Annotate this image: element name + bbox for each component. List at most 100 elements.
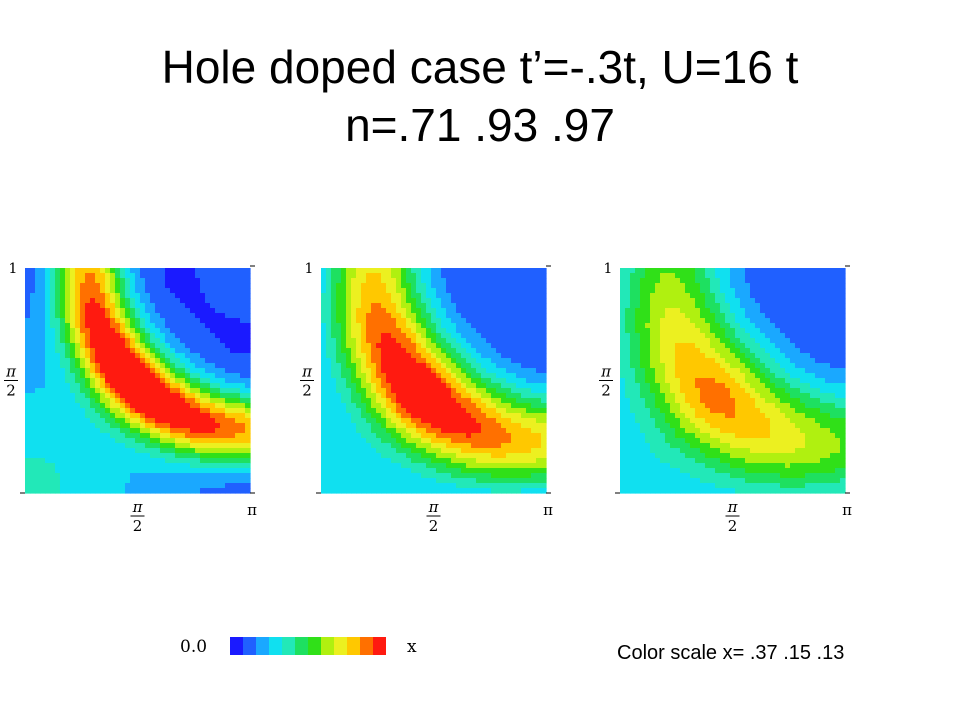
heatmap-cell — [140, 323, 146, 329]
heatmap-cell — [496, 288, 502, 294]
heatmap-cell — [670, 438, 676, 444]
heatmap-cell — [140, 313, 146, 319]
heatmap-cell — [451, 413, 457, 419]
heatmap-cell — [366, 393, 372, 399]
heatmap-cell — [411, 323, 417, 329]
heatmap-cell — [466, 323, 472, 329]
heatmap-cell — [155, 423, 161, 429]
heatmap-cell — [456, 413, 462, 419]
heatmap-cell — [456, 433, 462, 439]
heatmap-cell — [695, 313, 701, 319]
heatmap-cell — [451, 308, 457, 314]
heatmap-cell — [125, 333, 131, 339]
heatmap-cell — [675, 458, 681, 464]
heatmap-cell — [630, 333, 636, 339]
heatmap-cell — [436, 433, 442, 439]
heatmap-cell — [401, 273, 407, 279]
heatmap-cell — [526, 488, 532, 494]
heatmap-cell — [451, 333, 457, 339]
heatmap-cell — [446, 283, 452, 289]
heatmap-cell — [145, 388, 151, 394]
heatmap-cell — [331, 438, 337, 444]
heatmap-cell — [516, 288, 522, 294]
heatmap-cell — [140, 348, 146, 354]
heatmap-cell — [210, 313, 216, 319]
heatmap-cell — [650, 323, 656, 329]
heatmap-cell — [361, 303, 367, 309]
heatmap-cell — [521, 303, 527, 309]
heatmap-cell — [205, 433, 211, 439]
heatmap-cell — [466, 473, 472, 479]
heatmap-cell — [675, 378, 681, 384]
heatmap-cell — [451, 428, 457, 434]
heatmap-cell — [431, 303, 437, 309]
heatmap-cell — [441, 453, 447, 459]
heatmap-cell — [541, 328, 547, 334]
heatmap-cell — [135, 343, 141, 349]
heatmap-cell — [396, 433, 402, 439]
heatmap-cell — [341, 278, 347, 284]
heatmap-cell — [175, 443, 181, 449]
heatmap-cell — [100, 483, 106, 489]
heatmap-cell — [411, 398, 417, 404]
heatmap-cell — [511, 333, 517, 339]
heatmap-cell — [461, 483, 467, 489]
heatmap-cell — [40, 378, 46, 384]
heatmap-cell — [321, 273, 327, 279]
heatmap-cell — [205, 348, 211, 354]
heatmap-cell — [491, 438, 497, 444]
heatmap-cell — [150, 298, 156, 304]
heatmap-cell — [371, 293, 377, 299]
heatmap-cell — [225, 358, 231, 364]
heatmap-cell — [60, 463, 66, 469]
heatmap-cell — [225, 373, 231, 379]
heatmap-cell — [396, 448, 402, 454]
heatmap-cell — [655, 478, 661, 484]
heatmap-cell — [441, 478, 447, 484]
heatmap-cell — [670, 463, 676, 469]
heatmap-cell — [640, 323, 646, 329]
heatmap-cell — [481, 478, 487, 484]
heatmap-cell — [170, 433, 176, 439]
heatmap-cell — [160, 418, 166, 424]
heatmap-cell — [331, 303, 337, 309]
heatmap-cell — [185, 463, 191, 469]
heatmap-cell — [625, 423, 631, 429]
heatmap-cell — [426, 348, 432, 354]
heatmap-cell — [401, 268, 407, 274]
heatmap-cell — [105, 318, 111, 324]
heatmap-cell — [75, 283, 81, 289]
heatmap-cell — [235, 268, 241, 274]
heatmap-cell — [386, 413, 392, 419]
heatmap-cell — [715, 483, 721, 489]
heatmap-cell — [531, 458, 537, 464]
heatmap-cell — [220, 333, 226, 339]
heatmap-cell — [521, 428, 527, 434]
heatmap-cell — [700, 463, 706, 469]
heatmap-cell — [441, 353, 447, 359]
heatmap-cell — [526, 383, 532, 389]
x-tick-label-pi: π — [247, 501, 257, 519]
heatmap-cell — [205, 323, 211, 329]
heatmap-cell — [431, 353, 437, 359]
heatmap-cell — [135, 438, 141, 444]
heatmap-cell — [341, 483, 347, 489]
heatmap-cell — [185, 388, 191, 394]
heatmap-cell — [220, 373, 226, 379]
heatmap-cell — [635, 278, 641, 284]
heatmap-cell — [476, 348, 482, 354]
heatmap-cell — [496, 283, 502, 289]
heatmap-cell — [635, 388, 641, 394]
heatmap-cell — [30, 268, 36, 274]
heatmap-cell — [715, 463, 721, 469]
heatmap-cell — [240, 298, 246, 304]
heatmap-cell — [210, 458, 216, 464]
heatmap-cell — [110, 383, 116, 389]
heatmap-cell — [640, 343, 646, 349]
heatmap-cell — [160, 293, 166, 299]
heatmap-cell — [351, 273, 357, 279]
heatmap-cell — [476, 383, 482, 389]
heatmap-cell — [630, 383, 636, 389]
heatmap-cell — [456, 328, 462, 334]
heatmap-cell — [700, 278, 706, 284]
